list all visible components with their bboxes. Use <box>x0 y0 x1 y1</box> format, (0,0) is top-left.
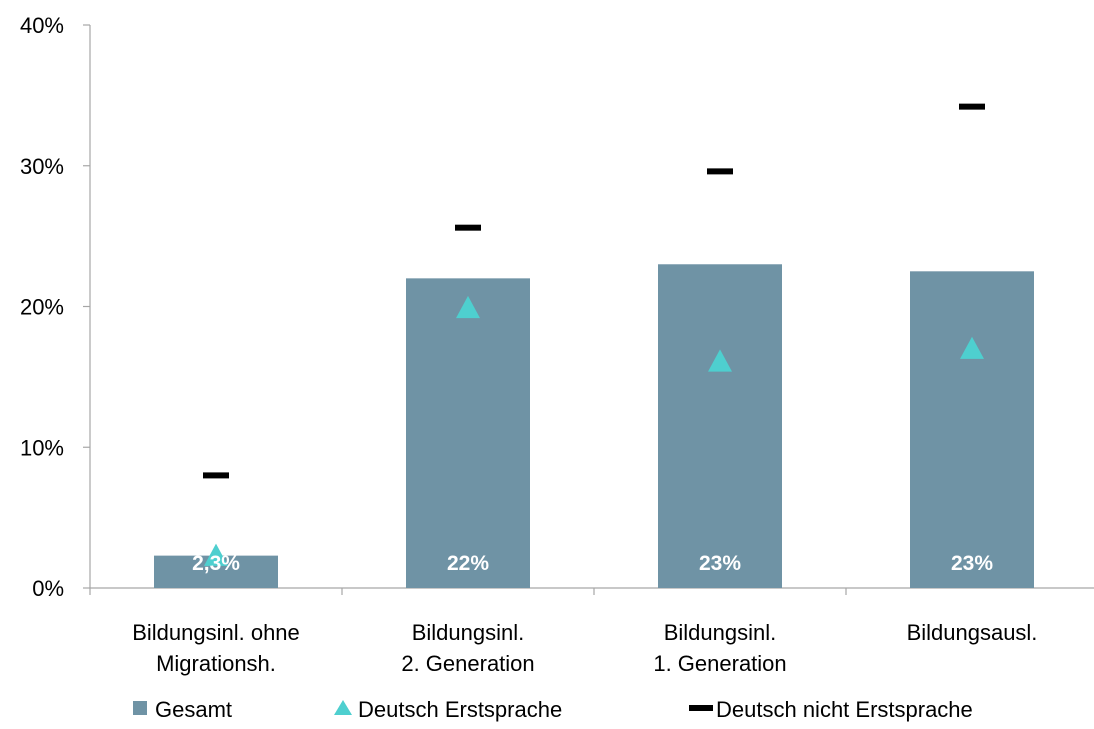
x-tick-label: Migrationsh. <box>156 651 276 676</box>
bars-group <box>154 264 1034 588</box>
legend-label-deutsch-nicht-erstsprache: Deutsch nicht Erstsprache <box>716 697 973 722</box>
x-tick-label: Bildungsinl. <box>412 620 525 645</box>
y-tick-label: 40% <box>20 13 64 38</box>
bar-gesamt <box>910 271 1034 588</box>
bar-data-label: 2,3% <box>192 552 240 575</box>
bar-gesamt <box>658 264 782 588</box>
y-tick-label: 20% <box>20 295 64 320</box>
x-tick-label: Bildungsausl. <box>907 620 1038 645</box>
bar-data-label: 23% <box>699 552 741 575</box>
x-tick-label: Bildungsinl. <box>664 620 777 645</box>
legend-group: Gesamt Deutsch Erstsprache Deutsch nicht E… <box>133 697 973 722</box>
marker-deutsch-erstsprache <box>204 543 228 566</box>
marker-deutsch-erstsprache <box>960 336 984 359</box>
y-tick-label: 30% <box>20 154 64 179</box>
y-tick-label: 0% <box>32 576 64 601</box>
marker-deutsch-erstsprache <box>456 295 480 319</box>
labels-group: Bildungsinl. ohne Migrationsh. Bildungsinl… <box>132 552 1037 676</box>
bar-data-label: 23% <box>951 552 993 575</box>
marker-deutsch-nicht-erstsprache <box>959 103 985 110</box>
bar-gesamt <box>406 278 530 588</box>
legend-swatch-gesamt <box>133 701 147 715</box>
x-tick-label: 2. Generation <box>401 651 534 676</box>
legend-swatch-deutsch-erstsprache <box>334 700 352 715</box>
marker-deutsch-nicht-erstsprache <box>203 472 229 479</box>
x-tick-label: Bildungsinl. ohne <box>132 620 300 645</box>
x-tick-label: 1. Generation <box>653 651 786 676</box>
legend-label-gesamt: Gesamt <box>155 697 232 722</box>
legend-label-deutsch-erstsprache: Deutsch Erstsprache <box>358 697 562 722</box>
marker-deutsch-nicht-erstsprache <box>707 168 733 175</box>
legend-swatch-deutsch-nicht-erstsprache <box>689 705 713 711</box>
bar-data-label: 22% <box>447 552 489 575</box>
y-tick-label: 10% <box>20 435 64 460</box>
marker-deutsch-nicht-erstsprache <box>455 224 481 231</box>
markers-group <box>203 103 985 566</box>
marker-deutsch-erstsprache <box>708 349 732 372</box>
